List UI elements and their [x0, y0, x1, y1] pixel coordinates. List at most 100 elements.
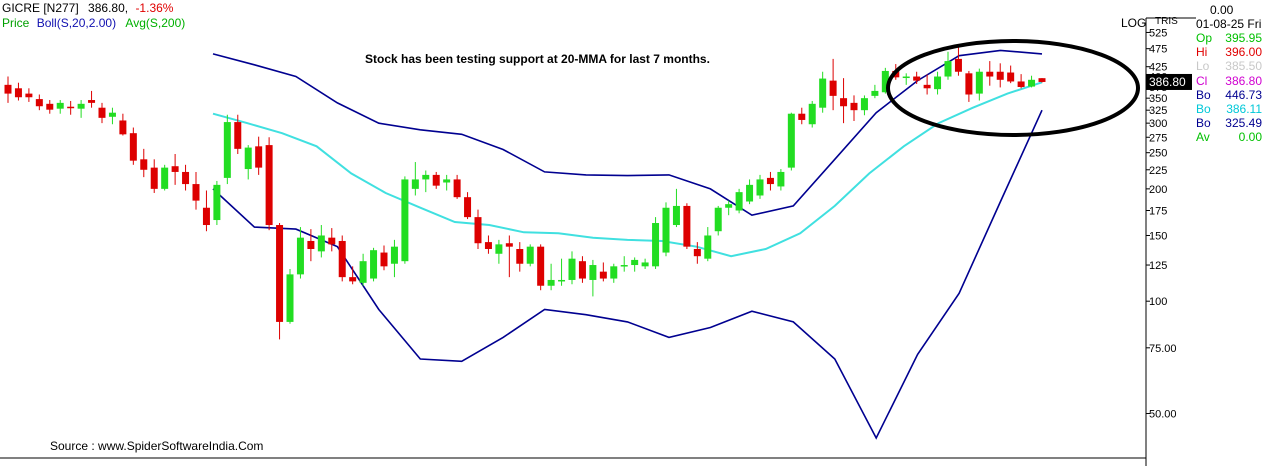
candle-body	[401, 179, 409, 262]
candle	[119, 113, 127, 136]
candle-body	[1038, 78, 1046, 82]
candle	[829, 58, 837, 111]
info-row-key: Av	[1196, 130, 1210, 145]
candle	[453, 174, 461, 199]
candle	[819, 71, 827, 113]
candle-body	[578, 261, 586, 279]
candle-body	[422, 174, 430, 180]
candle	[370, 247, 378, 282]
candle-body	[923, 84, 931, 89]
candle-body	[317, 235, 325, 252]
candle	[495, 239, 503, 264]
candle	[276, 223, 284, 340]
info-row-value: 446.73	[1225, 87, 1262, 102]
candle-body	[526, 246, 534, 264]
y-tick-label: 475	[1149, 44, 1167, 56]
candle-body	[735, 192, 743, 211]
bollinger-legend: Boll(S,20,2.00)	[36, 16, 117, 30]
candle-body	[192, 184, 200, 201]
last-price-tag-label: 386.80	[1149, 75, 1186, 89]
candle	[307, 229, 315, 262]
y-tick-label: 300	[1149, 118, 1167, 130]
y-tick-label: 100	[1149, 296, 1167, 308]
log-scale-label[interactable]: LOG	[1121, 16, 1147, 30]
candle	[349, 266, 357, 285]
candle-body	[881, 70, 889, 93]
candle	[129, 127, 137, 165]
candle-body	[756, 179, 764, 196]
scale-mode-label: TRIS	[1155, 16, 1178, 27]
candle-body	[766, 177, 774, 185]
change-percent: -1.36%	[135, 1, 174, 15]
candle	[338, 235, 346, 282]
symbol-label: GICRE [N277]	[2, 1, 79, 15]
candle-body	[777, 171, 785, 187]
candle	[443, 174, 451, 191]
candle	[244, 145, 252, 180]
candle-body	[683, 205, 691, 247]
candle	[213, 180, 221, 226]
candle	[704, 227, 712, 262]
avg-legend: Avg(S,200)	[125, 16, 186, 30]
candle	[359, 253, 367, 286]
candle	[954, 45, 962, 76]
candle-body	[338, 240, 346, 278]
candle	[171, 153, 179, 185]
candle	[871, 84, 879, 99]
candle-body	[474, 217, 482, 244]
candle	[464, 192, 472, 220]
y-tick-label: 125	[1149, 260, 1167, 272]
candle-body	[88, 100, 96, 103]
candle-body	[464, 197, 472, 218]
candle	[578, 256, 586, 283]
candle-body	[98, 107, 106, 118]
candle	[881, 67, 889, 94]
candle	[432, 171, 440, 189]
candle	[537, 244, 545, 291]
candle-body	[725, 204, 733, 208]
candle	[380, 245, 388, 271]
candle	[850, 95, 858, 122]
info-row-value: 386.11	[1226, 102, 1262, 116]
candle	[88, 90, 96, 108]
candle-body	[223, 122, 231, 178]
candle-body	[704, 235, 712, 259]
candle-body	[411, 179, 419, 189]
candle	[390, 239, 398, 278]
candle-body	[850, 102, 858, 111]
candle	[558, 258, 566, 286]
y-tick-label: 150	[1149, 230, 1167, 242]
source-label: Source : www.SpiderSoftwareIndia.Com	[50, 439, 264, 453]
candle	[474, 209, 482, 249]
candle	[411, 162, 419, 196]
candle-body	[954, 58, 962, 72]
candle-body	[986, 71, 994, 77]
candle-body	[349, 277, 357, 282]
indicator-legend: Price Boll(S,20,2.00) Avg(S,200)	[2, 16, 185, 30]
candle-body	[672, 205, 680, 226]
candle-body	[913, 76, 921, 81]
candle	[547, 263, 555, 291]
candle	[4, 76, 12, 103]
candle-body	[568, 258, 576, 280]
candle-body	[234, 122, 242, 149]
info-row-hi: Hi 396.00	[1196, 45, 1266, 59]
candle-body	[4, 84, 12, 94]
candle	[484, 235, 492, 254]
candle	[610, 263, 618, 283]
info-row-key: Op	[1196, 31, 1213, 45]
candle	[192, 171, 200, 210]
sma20-line	[212, 81, 1043, 258]
candle	[255, 136, 263, 175]
candle-body	[599, 271, 607, 279]
candle	[672, 188, 680, 228]
candle-body	[213, 184, 221, 221]
candle-body	[798, 113, 806, 120]
candle-body	[14, 88, 22, 98]
candle	[202, 190, 210, 232]
candle	[14, 82, 22, 101]
candle	[265, 137, 273, 231]
candle-body	[860, 98, 868, 111]
candle-body	[307, 240, 315, 249]
